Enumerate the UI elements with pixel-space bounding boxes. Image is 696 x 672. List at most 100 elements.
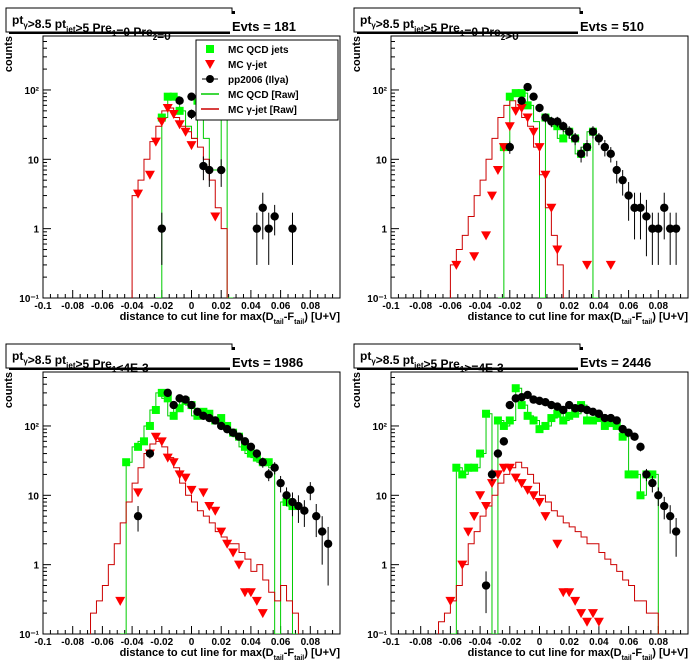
data-marker <box>671 224 681 233</box>
gamma-raw-histogram <box>131 107 228 298</box>
data-marker <box>228 428 238 437</box>
data-marker <box>612 165 621 175</box>
gamma-marker <box>251 596 262 606</box>
data-marker <box>493 449 503 458</box>
x-tick-label: -0.02 <box>150 301 173 312</box>
gamma-marker <box>174 470 185 480</box>
gamma-marker <box>133 488 144 498</box>
x-axis: -0.1 -0.08 -0.06 -0.04 -0.02 0 0.02 0.04 0.06 0.0… <box>382 626 689 648</box>
qcd-marker <box>134 442 143 451</box>
data-marker <box>523 82 532 92</box>
x-tick-label: 0.02 <box>211 637 231 648</box>
data-marker <box>270 463 279 472</box>
y-tick-label: 10² <box>25 422 40 433</box>
data-marker <box>499 437 509 446</box>
qcd-marker <box>169 92 178 101</box>
gamma-marker <box>463 527 474 537</box>
data-marker <box>187 400 196 410</box>
gamma-marker <box>481 502 492 512</box>
gamma-marker <box>228 548 239 558</box>
gamma-marker <box>168 110 179 120</box>
gamma-marker <box>156 117 167 127</box>
qcd-marker <box>163 92 172 101</box>
gamma-marker <box>186 485 197 495</box>
data-marker <box>594 134 604 143</box>
data-marker <box>665 511 675 521</box>
gamma-marker <box>534 143 545 153</box>
qcd-marker <box>630 470 639 479</box>
x-tick-label: 0.06 <box>619 637 639 648</box>
data-marker <box>199 161 208 171</box>
evts-label: Evts = 2446 <box>580 355 651 370</box>
title-box <box>5 7 233 33</box>
y-tick-label: 1 <box>381 225 387 236</box>
gamma-marker <box>144 170 155 180</box>
qcd-marker <box>452 463 461 472</box>
title-box-shadow <box>9 32 235 34</box>
qcd-marker <box>618 432 627 441</box>
qcd-marker <box>464 463 473 472</box>
gamma-marker <box>234 560 245 570</box>
data-marker <box>258 203 267 212</box>
x-tick-label: -0.06 <box>91 301 114 312</box>
qcd-marker <box>476 449 485 458</box>
x-tick-label: -0.02 <box>498 301 521 312</box>
x-tick-label: -0.02 <box>150 637 173 648</box>
x-tick-label: -0.04 <box>121 637 144 648</box>
data-marker <box>288 497 297 507</box>
title-box-shadow <box>357 368 583 370</box>
legend-data-swatch <box>206 75 214 83</box>
title-text: ptγ>8.5 ptjet>5 Pre1=0 Pre2>0 <box>360 13 519 43</box>
chart-svg-3: ptγ>8.5 ptjet>5 Pre1<4E-3 Evts = 1986 -0.1… <box>3 343 341 662</box>
gamma-marker <box>174 120 185 130</box>
gamma-marker <box>516 103 527 113</box>
plot-area <box>438 384 681 634</box>
data-marker <box>600 142 610 152</box>
data-marker <box>193 407 202 417</box>
gamma-marker <box>469 252 480 262</box>
data-marker <box>588 127 598 136</box>
gamma-marker <box>180 473 191 483</box>
data-marker <box>570 134 580 143</box>
qcd-marker <box>612 421 621 430</box>
data-marker <box>553 117 562 126</box>
data-marker <box>323 539 333 548</box>
x-tick-label: -0.08 <box>409 301 432 312</box>
gamma-marker <box>445 596 456 606</box>
legend-label: MC QCD jets <box>228 45 289 56</box>
gamma-marker <box>150 432 161 442</box>
data-marker <box>618 175 627 185</box>
gamma-marker <box>133 189 144 199</box>
qcd-marker <box>541 421 550 430</box>
data-marker <box>145 449 155 458</box>
data-marker <box>282 491 291 500</box>
data-marker <box>570 404 580 413</box>
data-marker <box>606 149 615 159</box>
x-tick-label: 0.02 <box>211 301 231 312</box>
x-tick-label: -0.1 <box>34 637 52 648</box>
data-marker <box>648 478 657 488</box>
title-text: ptγ>8.5 ptjet>5 Pre1>=4E-3 <box>360 349 504 375</box>
data-marker <box>559 405 568 415</box>
x-tick-label: -0.04 <box>469 637 492 648</box>
x-tick-label: -0.02 <box>498 637 521 648</box>
qcd-marker <box>600 421 609 430</box>
qcd-raw-histogram <box>155 96 234 298</box>
gamma-marker <box>210 212 221 222</box>
y-tick-label: 10 <box>376 491 388 502</box>
qcd-marker <box>264 458 273 467</box>
y-tick-label: 10⁻¹ <box>19 630 39 641</box>
x-tick-label: 0.04 <box>241 301 261 312</box>
chart-svg-2: ptγ>8.5 ptjet>5 Pre1=0 Pre2>0 Evts = 510 -… <box>351 7 689 326</box>
gamma-marker <box>540 170 551 180</box>
data-marker <box>157 224 166 233</box>
gamma-marker <box>457 560 468 570</box>
data-marker <box>547 117 556 126</box>
legend-box <box>195 39 339 121</box>
data-marker <box>665 224 675 233</box>
y-axis: 10⁻¹ 1 10 10² <box>367 371 399 641</box>
qcd-marker <box>169 411 178 420</box>
qcd-marker <box>482 409 491 418</box>
gamma-marker <box>576 609 587 619</box>
